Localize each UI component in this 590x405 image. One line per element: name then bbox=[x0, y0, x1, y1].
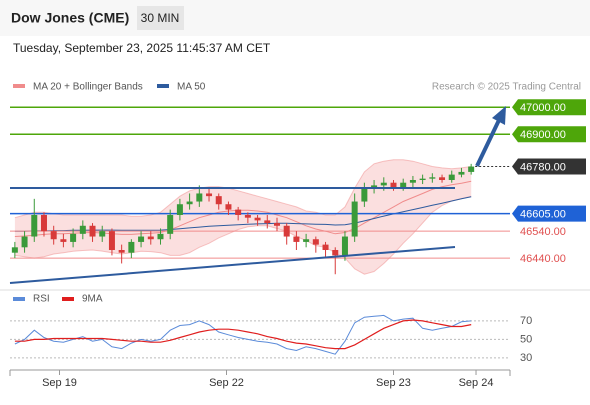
level-label-box bbox=[512, 126, 586, 143]
x-tick-label: Sep 19 bbox=[42, 377, 77, 389]
candle-body bbox=[264, 220, 271, 224]
candle-body bbox=[380, 182, 387, 186]
level-label-box bbox=[512, 205, 586, 222]
header-bar bbox=[0, 0, 590, 36]
legend-swatch bbox=[157, 84, 169, 88]
rsi-tick-label: 50 bbox=[520, 333, 532, 345]
source: Research © 2025 Trading Central bbox=[432, 82, 581, 93]
forecast-arrow-head bbox=[492, 106, 506, 125]
timeframe[interactable]: 30 MIN bbox=[141, 11, 180, 25]
legend-label: MA 20 + Bollinger Bands bbox=[33, 82, 143, 93]
candle-body bbox=[79, 225, 86, 234]
candle-body bbox=[70, 233, 77, 242]
candle-body bbox=[448, 174, 455, 180]
level-label: 46440.00 bbox=[520, 253, 566, 265]
candle-body bbox=[361, 188, 368, 202]
candle-body bbox=[31, 215, 38, 237]
candle-body bbox=[293, 236, 300, 242]
candle-body bbox=[89, 225, 96, 237]
legend-label: RSI bbox=[33, 294, 50, 305]
candle-body bbox=[50, 231, 57, 240]
candle-body bbox=[176, 204, 183, 215]
x-tick-label: Sep 24 bbox=[459, 377, 494, 389]
candle-body bbox=[419, 178, 426, 180]
candle-body bbox=[196, 193, 203, 202]
candle-body bbox=[341, 236, 348, 256]
rsi-line bbox=[14, 314, 472, 355]
subtitle: Tuesday, September 23, 2025 11:45:37 AM … bbox=[13, 41, 271, 55]
candle-body bbox=[244, 215, 251, 218]
candle-body bbox=[215, 196, 222, 205]
candle-body bbox=[186, 201, 193, 205]
candle-body bbox=[409, 180, 416, 183]
forecast-arrow bbox=[475, 117, 502, 167]
legend-label: 9MA bbox=[82, 294, 103, 305]
candle-body bbox=[439, 177, 446, 180]
candle-body bbox=[99, 231, 106, 237]
candle-body bbox=[371, 185, 378, 189]
candle-body bbox=[147, 236, 154, 240]
level-label: 46605.00 bbox=[520, 209, 566, 221]
candle-body bbox=[167, 215, 174, 234]
rsi-tick-label: 30 bbox=[520, 352, 532, 364]
candle-body bbox=[322, 244, 329, 250]
level-label: 46540.00 bbox=[520, 226, 566, 238]
level-label-box bbox=[512, 158, 586, 175]
candle-body bbox=[458, 171, 465, 175]
candle-body bbox=[273, 223, 280, 226]
candle-body bbox=[138, 236, 145, 242]
candle-body bbox=[225, 204, 232, 210]
candle-body bbox=[157, 233, 164, 240]
candle-body bbox=[312, 239, 319, 245]
candle-body bbox=[468, 166, 475, 172]
level-label: 46780.00 bbox=[520, 161, 566, 173]
candle-body bbox=[21, 236, 28, 248]
candle-body bbox=[118, 250, 125, 253]
level-label: 47000.00 bbox=[520, 102, 566, 114]
legend-label: MA 50 bbox=[177, 82, 206, 93]
candle-body bbox=[283, 225, 290, 237]
candle-body bbox=[390, 182, 397, 189]
candle-body bbox=[303, 239, 310, 242]
candle-body bbox=[429, 177, 436, 179]
candle-body bbox=[11, 247, 18, 253]
candle-body bbox=[206, 193, 213, 197]
candle-body bbox=[351, 201, 358, 237]
candle-body bbox=[128, 241, 135, 253]
level-label-box bbox=[512, 99, 586, 116]
candle-body bbox=[108, 231, 115, 250]
rsi-tick-label: 70 bbox=[520, 315, 532, 327]
candle-body bbox=[235, 209, 242, 215]
level-label: 46900.00 bbox=[520, 129, 566, 141]
x-tick-label: Sep 23 bbox=[376, 377, 411, 389]
candle-body bbox=[60, 239, 67, 242]
candle-body bbox=[40, 215, 47, 232]
candle-body bbox=[332, 250, 339, 256]
x-tick-label: Sep 22 bbox=[209, 377, 244, 389]
legend-swatch bbox=[13, 297, 25, 301]
trend-line bbox=[9, 246, 456, 284]
candle-body bbox=[254, 217, 261, 221]
rsi-line bbox=[14, 319, 472, 350]
legend-swatch bbox=[62, 297, 74, 301]
chart-title: Dow Jones (CME) bbox=[11, 10, 129, 26]
timeframe-box[interactable] bbox=[137, 6, 184, 30]
candle-body bbox=[400, 182, 407, 189]
legend-swatch bbox=[13, 84, 25, 88]
bollinger-upper bbox=[14, 159, 472, 219]
